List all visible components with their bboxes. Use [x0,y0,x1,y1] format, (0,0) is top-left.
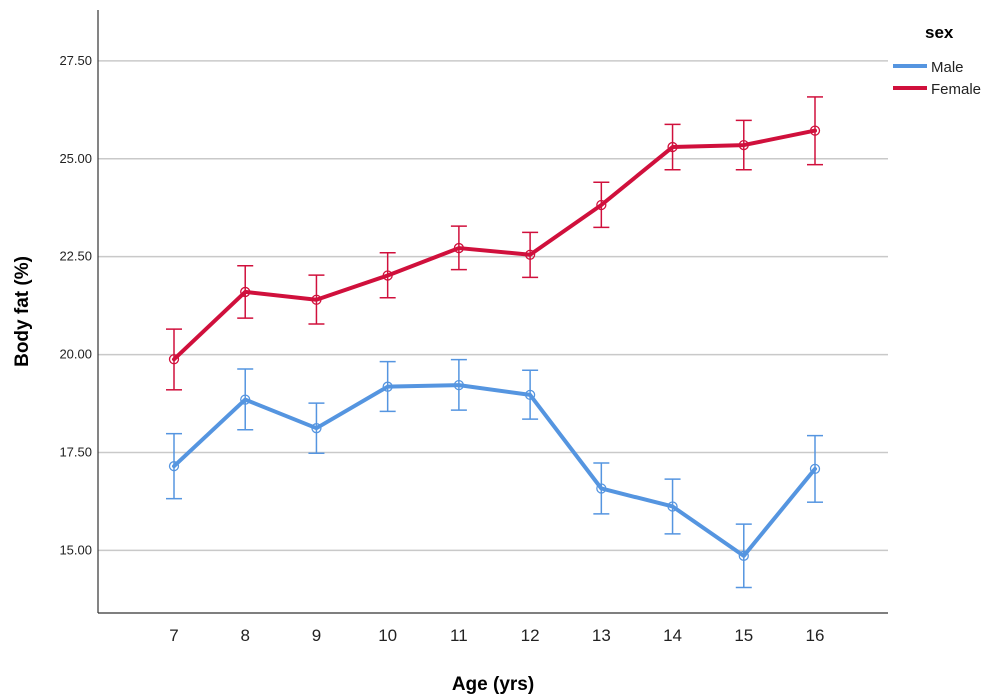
x-tick-label: 15 [734,626,753,645]
data-point-male [596,483,607,494]
data-point-male [738,550,749,561]
data-point-male [240,394,251,405]
data-point-female [596,199,607,211]
x-tick-label: 9 [312,626,321,645]
data-point-male [382,381,393,392]
axes [97,10,888,614]
data-point-female [667,141,678,153]
data-point-female [809,125,821,136]
data-point-male [168,461,180,472]
legend-title: sex [925,23,954,42]
data-point-female [168,354,180,365]
y-tick-label: 17.50 [59,444,92,459]
y-tick-label: 22.50 [59,249,92,264]
series-line-female [172,128,817,362]
x-tick-label: 11 [450,626,468,645]
series-female [166,96,823,391]
data-point-male [809,463,821,475]
y-tick-label: 27.50 [59,53,92,68]
y-tick-label: 25.00 [59,151,92,166]
data-point-male [453,379,465,391]
data-point-female [453,242,465,254]
legend: sex Male Female [893,23,981,98]
x-axis-title: Age (yrs) [452,674,534,695]
data-point-female [311,294,322,305]
series-line-male [172,383,817,558]
labels: 15.00 17.50 20.00 22.50 25.00 27.50 7 8 9 10 11 12 1… [12,53,824,695]
x-tick-label: 13 [592,626,611,645]
series-group [166,96,823,589]
data-point-male [667,501,678,512]
y-tick-label: 15.00 [59,542,92,557]
x-tick-label: 16 [806,626,825,645]
gridlines [98,60,888,552]
series-male [166,358,823,589]
data-point-female [382,270,393,281]
legend-label-female: Female [931,81,981,98]
data-point-male [524,389,536,401]
x-tick-label: 7 [169,626,178,645]
legend-label-male: Male [931,59,964,76]
x-tick-label: 14 [663,626,682,645]
y-axis-title: Body fat (%) [12,256,33,367]
y-tick-label: 20.00 [59,347,92,362]
data-point-female [240,286,251,298]
data-point-male [311,423,322,434]
x-tick-label: 12 [521,626,540,645]
data-point-female [524,249,536,260]
x-tick-label: 10 [378,626,397,645]
x-tick-label: 8 [240,626,249,645]
data-point-female [738,139,749,151]
